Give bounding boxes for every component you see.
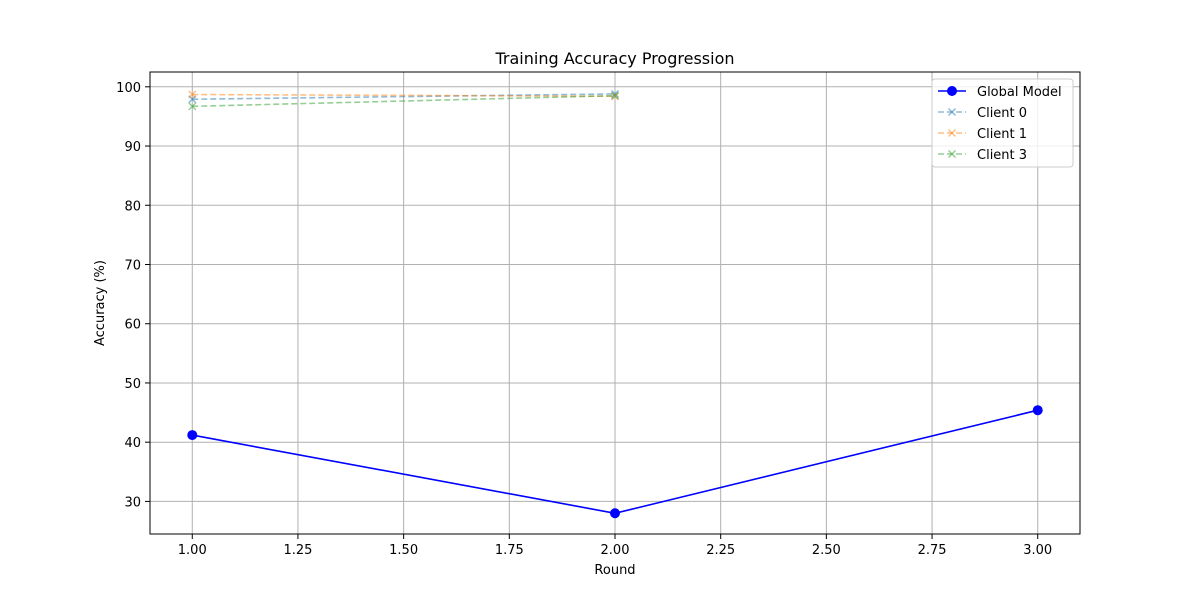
y-tick-label: 60 bbox=[124, 318, 141, 333]
x-axis-label: Round bbox=[594, 563, 635, 578]
legend-entry: Global Model bbox=[938, 85, 1062, 100]
x-tick-label: 3.00 bbox=[1023, 543, 1052, 558]
legend-label: Client 3 bbox=[977, 148, 1027, 163]
x-tick-label: 2.00 bbox=[601, 543, 630, 558]
x-tick-label: 1.50 bbox=[389, 543, 418, 558]
legend-marker bbox=[947, 86, 957, 96]
legend-entry: Client 0 bbox=[938, 106, 1027, 121]
legend-label: Global Model bbox=[977, 85, 1062, 100]
y-axis-label: Accuracy (%) bbox=[93, 260, 108, 346]
y-tick-label: 90 bbox=[124, 140, 141, 155]
legend-label: Client 1 bbox=[977, 127, 1027, 142]
y-tick-label: 80 bbox=[124, 199, 141, 214]
data-point bbox=[188, 90, 197, 99]
y-tick-label: 100 bbox=[116, 81, 141, 96]
y-tick-label: 40 bbox=[124, 436, 141, 451]
x-tick-label: 2.50 bbox=[812, 543, 841, 558]
x-tick-label: 2.25 bbox=[706, 543, 735, 558]
series-line bbox=[192, 94, 616, 108]
legend-entry: Client 1 bbox=[938, 127, 1027, 142]
legend-frame bbox=[931, 78, 1074, 168]
data-point bbox=[188, 102, 197, 111]
y-tick-label: 50 bbox=[124, 377, 141, 392]
x-tick-label: 1.75 bbox=[495, 543, 524, 558]
data-point bbox=[610, 89, 620, 98]
legend: Global Model Client 0 Client 1 Client 3 bbox=[931, 78, 1074, 168]
x-tick-label: 1.25 bbox=[283, 543, 312, 558]
data-point bbox=[1032, 405, 1043, 416]
series-line bbox=[192, 93, 616, 101]
data-point bbox=[610, 91, 620, 100]
legend-entries: Global Model Client 0 Client 1 Client 3 bbox=[938, 85, 1062, 163]
chart-title: Training Accuracy Progression bbox=[494, 49, 734, 68]
legend-entry: Client 3 bbox=[938, 148, 1027, 163]
x-tick-label: 1.00 bbox=[178, 543, 207, 558]
y-tick-label: 30 bbox=[124, 495, 141, 510]
series-client-3 bbox=[188, 91, 620, 111]
series-line bbox=[192, 93, 616, 98]
y-tick-label: 70 bbox=[124, 259, 141, 274]
axis-ticks: 1.00 1.25 1.50 1.75 2.00 2.25 2.50 2.75 3.00 30 40… bbox=[116, 81, 1052, 558]
legend-marker bbox=[947, 128, 957, 138]
data-point bbox=[187, 430, 198, 441]
series bbox=[187, 89, 1043, 519]
legend-marker bbox=[947, 107, 957, 117]
legend-label: Client 0 bbox=[977, 106, 1027, 121]
series-global-model bbox=[187, 405, 1043, 519]
x-tick-label: 2.75 bbox=[918, 543, 947, 558]
legend-marker bbox=[947, 149, 957, 159]
data-point bbox=[610, 508, 620, 519]
